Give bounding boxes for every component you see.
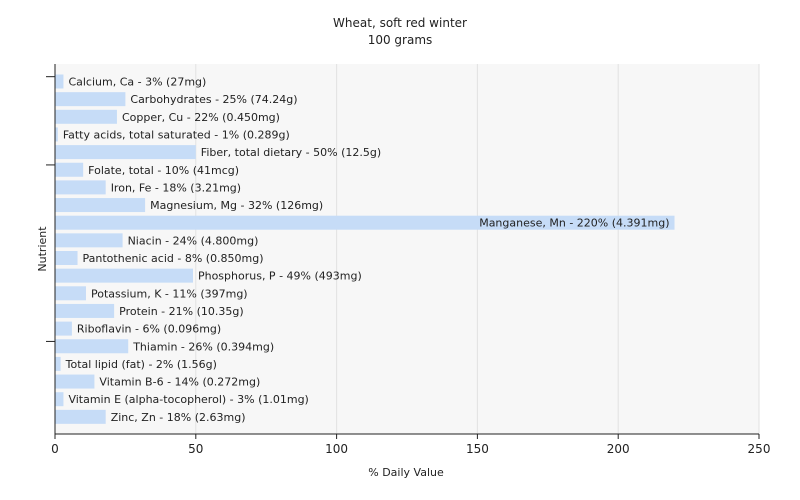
bar <box>55 74 64 89</box>
bar <box>55 321 72 336</box>
bar-label: Riboflavin - 6% (0.096mg) <box>77 323 221 336</box>
bar <box>55 251 78 265</box>
bar <box>55 356 61 371</box>
bar-label: Manganese, Mn - 220% (4.391mg) <box>479 217 669 230</box>
bar-label: Niacin - 24% (4.800mg) <box>128 234 259 247</box>
x-tick-label: 150 <box>466 442 489 456</box>
bar-label: Vitamin E (alpha-tocopherol) - 3% (1.01m… <box>68 393 308 406</box>
bar <box>55 303 115 318</box>
bar <box>55 215 675 230</box>
bar-label: Potassium, K - 11% (397mg) <box>91 287 248 300</box>
bar-label: Phosphorus, P - 49% (493mg) <box>198 270 362 283</box>
bar-label: Iron, Fe - 18% (3.21mg) <box>111 181 241 194</box>
bar-label: Fiber, total dietary - 50% (12.5g) <box>201 146 381 159</box>
bar <box>55 162 84 177</box>
bar-label: Pantothenic acid - 8% (0.850mg) <box>83 252 264 265</box>
bar <box>55 268 193 283</box>
bar-label: Vitamin B-6 - 14% (0.272mg) <box>99 376 260 389</box>
bar <box>55 180 106 195</box>
x-tick-label: 250 <box>748 442 771 456</box>
bar <box>55 145 196 160</box>
bar <box>55 109 117 124</box>
chart-title: Wheat, soft red winter <box>333 16 467 30</box>
bar-label: Magnesium, Mg - 32% (126mg) <box>150 199 323 212</box>
bar-label: Total lipid (fat) - 2% (1.56g) <box>65 358 217 371</box>
bar <box>55 92 126 107</box>
bar-label: Thiamin - 26% (0.394mg) <box>132 340 274 353</box>
x-tick-label: 50 <box>188 442 203 456</box>
x-tick-label: 200 <box>607 442 630 456</box>
y-axis-label: Nutrient <box>36 226 49 272</box>
bar <box>55 127 58 142</box>
x-tick-label: 0 <box>51 442 59 456</box>
axes: 0 50 100 150 200 250 <box>46 64 770 456</box>
bar-label: Fatty acids, total saturated - 1% (0.289… <box>63 128 290 141</box>
bar <box>55 409 106 424</box>
bar-label: Protein - 21% (10.35g) <box>119 305 244 318</box>
bar <box>55 233 123 248</box>
bar <box>55 198 146 213</box>
bars: Calcium, Ca - 3% (27mg) Carbohydrates - 2… <box>55 74 675 424</box>
bar-label: Folate, total - 10% (41mcg) <box>88 164 239 177</box>
bar-label: Copper, Cu - 22% (0.450mg) <box>122 111 280 124</box>
x-tick-label: 100 <box>325 442 348 456</box>
x-axis-label: % Daily Value <box>368 466 444 479</box>
bar <box>55 339 129 354</box>
bar-label: Calcium, Ca - 3% (27mg) <box>68 76 206 89</box>
bar <box>55 286 86 301</box>
plot-area <box>55 64 759 434</box>
bar <box>55 374 95 389</box>
bar-label: Carbohydrates - 25% (74.24g) <box>130 93 297 106</box>
bar-label: Zinc, Zn - 18% (2.63mg) <box>111 411 246 424</box>
chart-subtitle: 100 grams <box>368 33 433 47</box>
gridlines <box>195 64 760 434</box>
bar <box>55 392 64 407</box>
